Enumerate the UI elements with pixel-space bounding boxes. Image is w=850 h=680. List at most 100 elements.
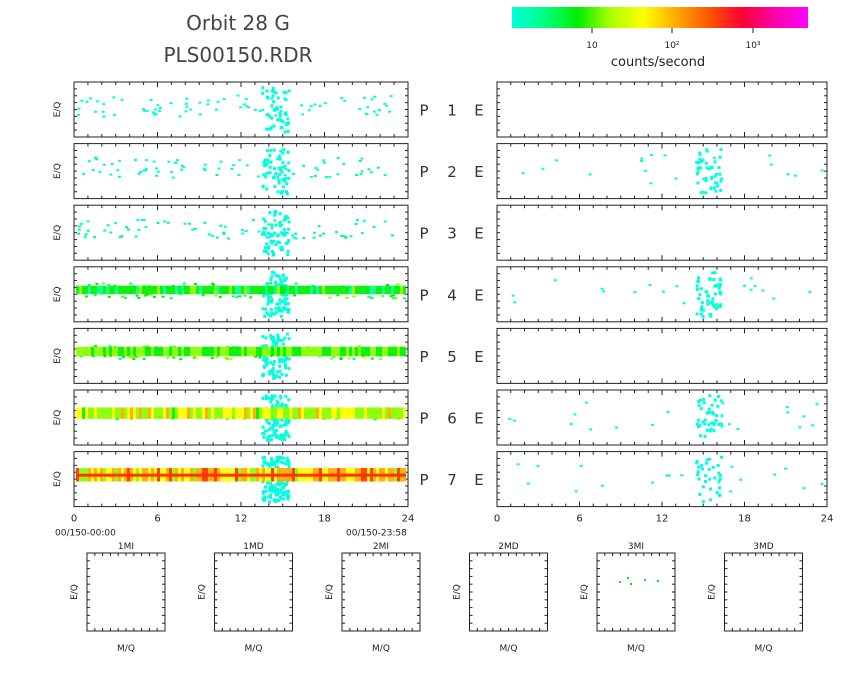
- data-band: [154, 285, 157, 295]
- data-cell: [258, 356, 262, 359]
- data-cell: [273, 376, 277, 380]
- data-cell: [640, 157, 644, 160]
- p-ylabel: E/Q: [53, 102, 63, 118]
- title-file: PLS00150.RDR: [163, 43, 312, 67]
- data-band: [352, 285, 355, 295]
- data-band-core: [340, 473, 343, 477]
- row-number: 1: [447, 102, 457, 120]
- data-cell: [245, 105, 249, 108]
- data-cell: [294, 232, 298, 235]
- data-band: [133, 407, 136, 419]
- data-band: [82, 285, 85, 295]
- data-cell: [600, 287, 604, 290]
- data-cell: [703, 434, 707, 438]
- data-band: [157, 346, 160, 357]
- data-cell: [708, 277, 712, 281]
- data-cell: [117, 159, 121, 162]
- data-cell: [274, 307, 278, 311]
- data-cell: [275, 341, 279, 345]
- mq-panel: 1MD M/Q E/Q: [198, 542, 293, 654]
- data-cell: [215, 174, 219, 176]
- data-cell: [769, 163, 773, 166]
- data-cell: [391, 234, 394, 237]
- data-cell: [282, 166, 286, 169]
- data-band: [337, 407, 340, 419]
- colorbar-gradient: [512, 7, 808, 28]
- data-cell: [719, 399, 723, 403]
- data-cell: [696, 170, 700, 174]
- data-band: [142, 346, 145, 357]
- data-cell: [262, 357, 266, 361]
- data-cell: [134, 355, 138, 358]
- data-band: [397, 346, 400, 357]
- data-cell: [136, 219, 140, 222]
- data-cell: [272, 124, 276, 128]
- data-cell: [171, 176, 175, 179]
- data-cell: [280, 119, 283, 123]
- data-cell: [284, 355, 288, 359]
- colorbar-tick-label: 10³: [745, 41, 760, 51]
- data-cell: [702, 398, 705, 402]
- row-letter-e: E: [474, 286, 483, 304]
- data-cell: [279, 434, 283, 438]
- data-cell: [280, 280, 284, 284]
- p-panel-frame: [73, 204, 409, 261]
- data-cell: [704, 177, 708, 180]
- data-cell: [245, 164, 249, 167]
- time-tick-label: 0: [71, 514, 77, 525]
- data-band: [322, 346, 325, 357]
- data-cell: [268, 500, 272, 504]
- data-cell: [116, 169, 120, 172]
- data-band-core: [403, 473, 406, 477]
- e-panel-frame: [496, 81, 828, 138]
- data-band-core: [280, 473, 283, 477]
- data-band: [76, 285, 79, 295]
- data-cell: [278, 212, 282, 216]
- data-cell: [588, 173, 592, 176]
- data-cell: [753, 285, 757, 288]
- row-letter-e: E: [474, 410, 483, 428]
- data-band: [337, 346, 340, 357]
- data-cell: [262, 435, 266, 439]
- data-cell: [93, 294, 97, 297]
- data-band: [211, 346, 214, 357]
- data-cell: [695, 312, 699, 316]
- data-band: [388, 407, 391, 419]
- data-cell: [274, 435, 278, 439]
- data-cell: [713, 175, 717, 179]
- data-cell: [287, 239, 291, 243]
- data-cell: [109, 231, 113, 234]
- data-cell: [155, 174, 159, 177]
- data-cell: [180, 164, 184, 167]
- data-band: [373, 407, 376, 419]
- time-tick-label: 0: [494, 514, 500, 525]
- data-cell: [278, 298, 282, 302]
- data-cell: [721, 402, 725, 405]
- data-band: [79, 407, 82, 419]
- data-cell: [708, 498, 712, 502]
- data-cell: [278, 489, 282, 493]
- data-cell: [145, 109, 149, 112]
- data-cell: [276, 457, 280, 461]
- data-band-core: [178, 473, 181, 477]
- data-cell: [272, 100, 276, 104]
- data-cell: [211, 234, 214, 237]
- mq-title: 1MI: [118, 542, 134, 552]
- data-band: [325, 407, 328, 419]
- data-cell: [185, 97, 189, 100]
- data-band: [247, 346, 250, 357]
- data-cell: [261, 374, 265, 378]
- data-band-core: [319, 473, 322, 477]
- data-cell: [696, 470, 700, 474]
- data-cell: [238, 295, 242, 298]
- data-band: [250, 346, 253, 357]
- data-band: [295, 407, 298, 419]
- data-cell: [713, 160, 717, 164]
- data-band: [289, 407, 292, 419]
- data-band: [112, 285, 115, 295]
- data-cell: [102, 282, 105, 285]
- data-cell: [275, 483, 279, 487]
- data-cell: [279, 404, 283, 407]
- data-cell: [325, 176, 328, 179]
- data-cell: [83, 236, 87, 238]
